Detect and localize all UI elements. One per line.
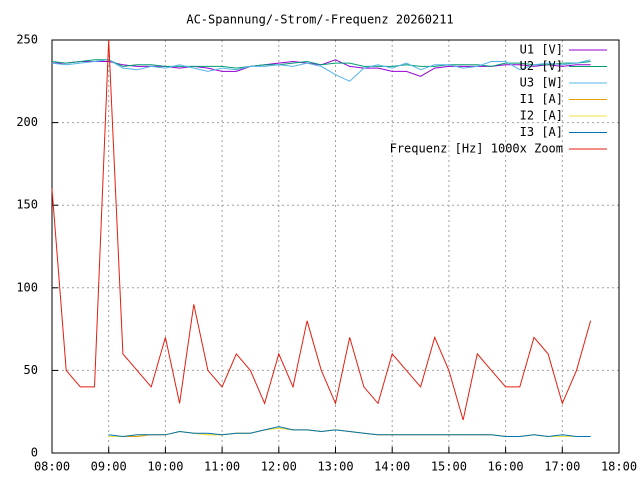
y-tick-label: 200 [16, 115, 38, 129]
legend-label: I3 [A] [520, 125, 563, 139]
x-tick-label: 17:00 [544, 460, 580, 474]
legend-label: U3 [W] [520, 76, 563, 90]
legend-label: Frequenz [Hz] 1000x Zoom [390, 142, 563, 156]
series-line [51, 59, 591, 82]
y-tick-label: 150 [16, 198, 38, 212]
series-line [51, 59, 591, 69]
y-tick-label: 250 [16, 33, 38, 47]
legend-label: U1 [V] [520, 43, 563, 57]
x-tick-label: 18:00 [601, 460, 637, 474]
chart-title: AC-Spannung/-Strom/-Frequenz 20260211 [186, 13, 453, 27]
series-line [108, 426, 591, 438]
x-tick-label: 11:00 [204, 460, 240, 474]
y-tick-label: 100 [16, 280, 38, 294]
y-tick-label: 50 [24, 363, 38, 377]
x-tick-label: 15:00 [431, 460, 467, 474]
x-tick-label: 10:00 [147, 460, 183, 474]
x-tick-label: 08:00 [34, 460, 70, 474]
x-tick-label: 12:00 [261, 460, 297, 474]
x-tick-label: 16:00 [488, 460, 524, 474]
y-tick-label: 0 [31, 446, 38, 460]
plot-border [51, 39, 620, 454]
series-line [51, 39, 592, 421]
legend-label: I1 [A] [520, 92, 563, 106]
x-tick-label: 09:00 [91, 460, 127, 474]
legend-label: I2 [A] [520, 109, 563, 123]
legend-label: U2 [V] [520, 59, 563, 73]
x-tick-label: 13:00 [317, 460, 353, 474]
x-tick-label: 14:00 [374, 460, 410, 474]
